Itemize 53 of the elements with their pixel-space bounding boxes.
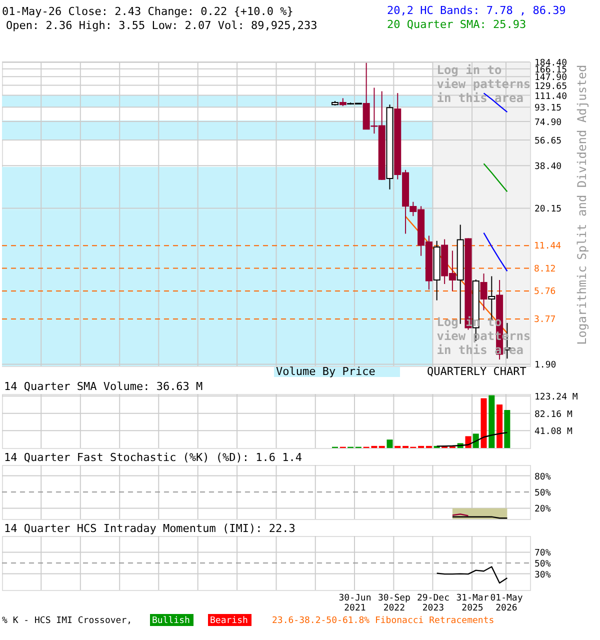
y-tick-label: 30% xyxy=(534,570,552,580)
line-series xyxy=(436,432,508,447)
y-tick-label: 56.65 xyxy=(534,136,562,146)
y-tick-label: 147.90 xyxy=(534,73,568,84)
x-tick-label: 30-Jun 2021 xyxy=(338,594,372,614)
bar xyxy=(496,404,503,448)
text: Bullish xyxy=(152,616,190,626)
band-label: Log in to view patterns in this area xyxy=(436,63,531,105)
annotation: QUARTERLY CHART xyxy=(427,365,527,378)
band-label: Volume By Price xyxy=(276,365,376,378)
ref-line-label: 5.76 xyxy=(534,286,556,297)
text: Logarithmic xyxy=(575,265,589,345)
chart-title: 14 Quarter Fast Stochastic (%K) (%D): 1.6 1.4 xyxy=(4,451,302,464)
bar xyxy=(480,398,487,448)
ref-line-label: 8.12 xyxy=(534,264,556,274)
text: Bearish xyxy=(210,616,248,626)
text: 20,2 HC Bands: 7.78 , 86.39 xyxy=(387,4,566,17)
ref-line-label: 3.77 xyxy=(534,314,556,325)
chart-title: 14 Quarter HCS Intraday Momentum (IMI): 22.3 xyxy=(4,522,296,535)
candlestick xyxy=(480,273,488,311)
y-tick-label: 74.90 xyxy=(534,118,562,128)
y-tick-label: 111.40 xyxy=(534,92,568,102)
chart-title: 01-May-26 Close: 2.43 Change: 0.22 {+10.0 %} xyxy=(2,5,294,18)
y-tick-label: 20.15 xyxy=(534,204,562,215)
y-tick-label: 38.40 xyxy=(534,162,562,172)
y-tick-label: 82.16 M xyxy=(534,410,574,420)
bar xyxy=(386,440,393,448)
chart-subtitle: Open: 2.36 High: 3.55 Low: 2.07 Vol: 89,925,233 xyxy=(6,19,318,32)
bar xyxy=(488,395,495,448)
text: % K - HCS IMI Crossover, xyxy=(2,616,132,626)
y-tick-label: 129.65 xyxy=(534,82,568,92)
y-axis-title: Split and Dividend Adjusted xyxy=(575,64,589,260)
x-tick-label: 29-Dec 2023 xyxy=(416,594,450,614)
y-tick-label: 93.15 xyxy=(534,104,562,114)
text: 20 Quarter SMA: 25.93 xyxy=(387,18,526,31)
y-tick-label: 80% xyxy=(534,472,552,482)
x-tick-label: 01-May 2026 xyxy=(490,594,524,614)
line-series xyxy=(436,566,508,584)
bar xyxy=(504,410,510,448)
x-tick-label: 30-Sep 2022 xyxy=(378,594,410,614)
line-series xyxy=(483,163,508,192)
y-tick-label: 20% xyxy=(534,504,552,515)
y-tick-label: 70% xyxy=(534,548,552,559)
y-tick-label: 123.24 M xyxy=(534,392,578,403)
ref-line-label: 11.44 xyxy=(534,242,562,252)
y-tick-label: 50% xyxy=(534,488,552,498)
line-series xyxy=(483,232,508,272)
x-tick-label: 31-Mar 2025 xyxy=(456,594,490,614)
y-tick-label: 41.08 M xyxy=(534,427,574,438)
text: 23.6-38.2-50-61.8% Fibonacci Retracements xyxy=(272,616,494,626)
chart-title: 14 Quarter SMA Volume: 36.63 M xyxy=(4,380,204,393)
y-tick-label: 50% xyxy=(534,560,552,570)
y-tick-label: 1.90 xyxy=(534,360,556,371)
